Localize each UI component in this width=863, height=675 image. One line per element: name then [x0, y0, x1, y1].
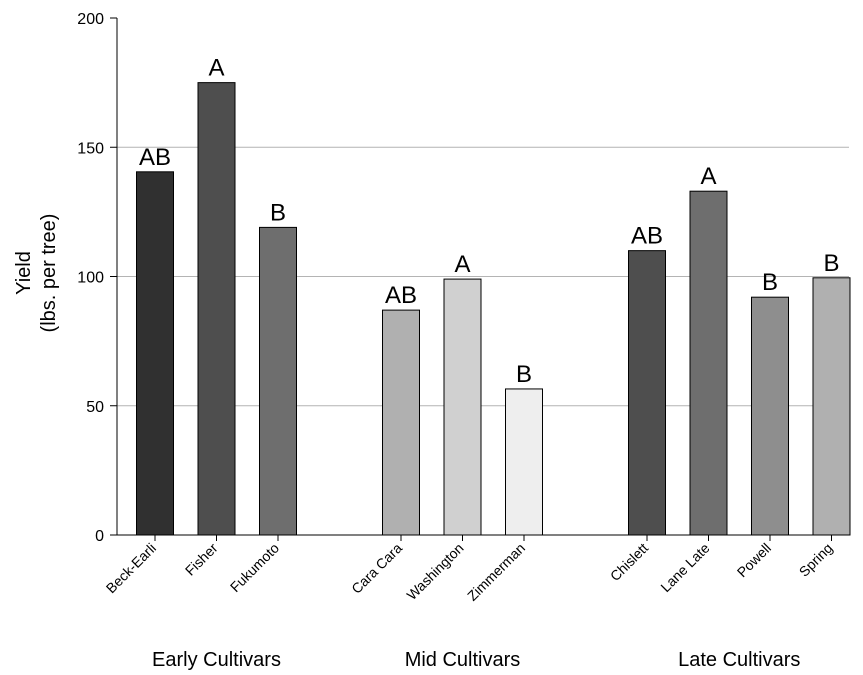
- group-label: Late Cultivars: [678, 649, 800, 671]
- bar-zimmerman: [505, 388, 543, 536]
- group-label: Mid Cultivars: [405, 649, 521, 671]
- bars: [136, 82, 851, 536]
- bar-powell: [751, 296, 789, 536]
- x-category-label: Fukumoto: [227, 540, 282, 595]
- significance-letter: B: [270, 199, 286, 226]
- bar-washington: [443, 278, 482, 536]
- y-tick-label: 0: [95, 528, 104, 545]
- x-category-label: Chislett: [607, 540, 651, 584]
- significance-letter: B: [823, 250, 839, 277]
- y-tick-label: 150: [77, 140, 104, 157]
- x-category-label: Lane Late: [657, 540, 713, 596]
- y-axis-label-line1: Yield: [13, 251, 35, 295]
- bar-spring: [812, 277, 851, 536]
- bar-fukumoto: [259, 226, 297, 536]
- group-label: Early Cultivars: [152, 649, 281, 671]
- x-category-label: Cara Cara: [348, 540, 405, 597]
- significance-letter: B: [762, 269, 778, 296]
- y-ticks: 0 50 100 150 200: [77, 11, 832, 545]
- significance-letter: A: [454, 251, 470, 278]
- significance-letter: B: [516, 361, 532, 388]
- x-category-label: Beck-Earli: [103, 540, 159, 596]
- significance-letter: A: [208, 55, 224, 82]
- x-category-label: Fisher: [182, 540, 221, 579]
- significance-letter: AB: [385, 282, 417, 309]
- x-category-label: Spring: [796, 540, 836, 580]
- x-category-label: Zimmerman: [464, 540, 528, 604]
- bar-beck-earli: [136, 171, 174, 536]
- bar-chislett: [628, 250, 666, 536]
- y-tick-label: 50: [86, 399, 104, 416]
- y-tick-label: 100: [77, 270, 104, 287]
- significance-letter: A: [700, 163, 716, 190]
- bar-lane-late: [689, 190, 728, 536]
- y-axis-label-line2: (lbs. per tree): [38, 214, 60, 333]
- bar-cara-cara: [382, 309, 420, 536]
- x-category-label: Washington: [403, 540, 466, 603]
- x-category-label: Powell: [734, 540, 774, 580]
- bar-fisher: [197, 82, 236, 536]
- significance-letter: AB: [139, 144, 171, 171]
- y-tick-label: 200: [77, 11, 104, 28]
- significance-letter: AB: [631, 223, 663, 250]
